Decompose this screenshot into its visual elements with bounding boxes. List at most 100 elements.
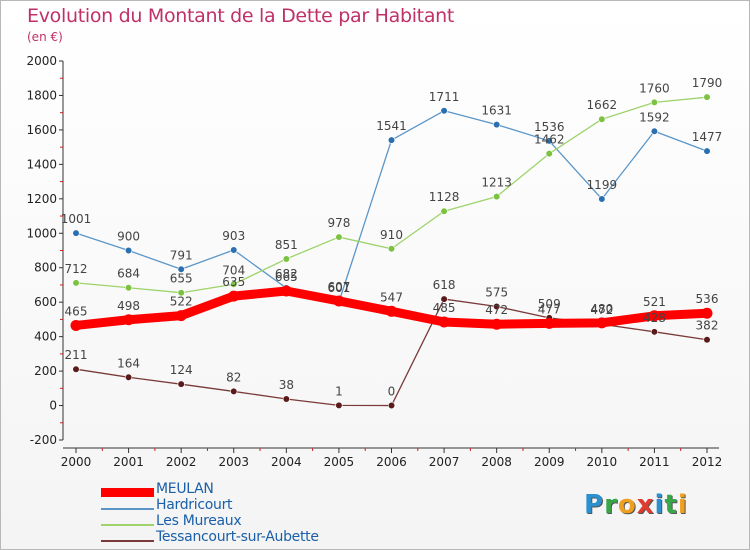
legend-swatch [101, 524, 154, 526]
data-label: 1592 [639, 110, 670, 124]
data-label: 900 [117, 230, 140, 244]
data-point [491, 318, 503, 330]
data-point [177, 265, 185, 273]
data-point [650, 328, 659, 336]
data-point [177, 289, 185, 297]
data-label: 521 [643, 295, 666, 309]
x-tick-label: 2005 [324, 455, 355, 469]
data-point [648, 310, 660, 322]
data-label: 1662 [587, 98, 618, 112]
y-tick-label: 1000 [26, 226, 57, 240]
series-points [70, 93, 713, 410]
legend-label: MEULAN [156, 481, 214, 497]
data-label: 978 [327, 216, 350, 230]
data-label: 0 [388, 385, 396, 399]
y-tick-label: 2000 [26, 54, 57, 68]
data-point [124, 284, 133, 292]
data-label: 547 [380, 290, 403, 304]
data-point [282, 395, 290, 403]
y-tick-label: 400 [34, 330, 57, 344]
data-label: 910 [380, 228, 403, 242]
legend-label: Tessancourt-sur-Aubette [156, 529, 319, 545]
data-label: 522 [170, 295, 193, 309]
data-point [387, 401, 396, 410]
data-point [387, 245, 396, 253]
data-point [124, 246, 133, 255]
x-tick-label: 2010 [587, 455, 618, 469]
data-label: 903 [222, 229, 245, 243]
data-label: 618 [433, 278, 456, 292]
x-tick-label: 2003 [218, 455, 249, 469]
data-label: 465 [65, 304, 88, 318]
data-point [386, 305, 397, 317]
data-labels: 1001900791903682601154117111631153611991… [61, 76, 723, 398]
data-point [282, 255, 290, 263]
x-tick-label: 2008 [481, 455, 512, 469]
legend-label: Hardricourt [156, 497, 233, 513]
y-tick-label: 1400 [26, 157, 57, 171]
data-point [493, 192, 501, 201]
data-point [228, 290, 240, 302]
data-label: 498 [117, 299, 140, 313]
data-point [72, 365, 80, 373]
x-tick-label: 2001 [113, 455, 144, 469]
data-label: 1477 [692, 130, 723, 144]
data-label: 791 [170, 248, 193, 262]
data-point [598, 115, 606, 123]
data-label: 382 [696, 319, 719, 333]
y-tick-label: 1200 [26, 192, 57, 206]
data-point [703, 336, 711, 344]
data-point [703, 147, 711, 155]
data-point [70, 319, 82, 331]
data-point [123, 314, 135, 326]
x-tick-label: 2009 [534, 455, 565, 469]
data-point [440, 207, 448, 215]
data-label: 607 [327, 280, 350, 294]
data-point [596, 317, 608, 329]
chart-unit-label: (en €) [27, 30, 63, 44]
data-label: 1541 [376, 119, 407, 133]
data-point [545, 150, 553, 158]
data-label: 601 [327, 281, 350, 295]
data-label: 682 [275, 267, 298, 281]
data-point [545, 137, 553, 145]
data-point [72, 279, 80, 287]
data-point [230, 387, 238, 396]
data-label: 509 [538, 297, 561, 311]
data-label: 1790 [692, 76, 723, 90]
x-tick-label: 2000 [61, 455, 92, 469]
data-label: 655 [170, 272, 193, 286]
data-point [72, 229, 80, 237]
legend-swatch [101, 488, 154, 497]
data-point [440, 295, 448, 303]
legend-swatch [101, 540, 154, 542]
x-tick-label: 2002 [166, 455, 197, 469]
data-label: 472 [590, 303, 613, 317]
y-tick-label: 600 [34, 295, 57, 309]
data-point [230, 246, 238, 254]
data-label: 1536 [534, 120, 565, 134]
data-label: 851 [275, 238, 298, 252]
data-label: 1462 [534, 133, 565, 147]
data-label: 211 [65, 348, 88, 362]
data-label: 1213 [481, 176, 512, 190]
data-point [335, 233, 343, 241]
data-point [598, 195, 606, 203]
data-point [280, 285, 292, 297]
data-label: 124 [170, 363, 193, 377]
data-label: 712 [65, 262, 88, 276]
y-tick-label: 200 [34, 364, 57, 378]
data-label: 684 [117, 267, 140, 281]
data-label: 1199 [587, 178, 618, 192]
data-point [175, 310, 187, 322]
x-tick-label: 2006 [376, 455, 407, 469]
y-tick-label: 1800 [26, 88, 57, 102]
data-label: 82 [226, 370, 241, 384]
proxiti-logo: Proxiti [584, 490, 688, 520]
data-label: 472 [485, 303, 508, 317]
data-point [701, 307, 713, 319]
data-label: 704 [222, 263, 245, 277]
data-label: 635 [222, 275, 245, 289]
data-point [177, 380, 185, 388]
